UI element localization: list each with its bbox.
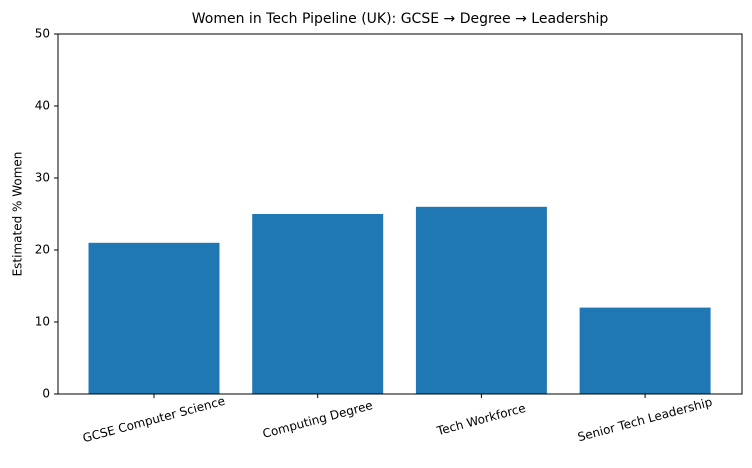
- bar: [88, 242, 220, 394]
- x-tick-label: GCSE Computer Science: [81, 394, 226, 445]
- y-axis-label: Estimated % Women: [11, 152, 25, 277]
- y-tick-label: 50: [35, 27, 50, 41]
- bar: [252, 214, 384, 394]
- bar: [415, 206, 547, 394]
- chart-title: Women in Tech Pipeline (UK): GCSE → Degr…: [192, 11, 609, 27]
- axes-frame: [57, 33, 743, 395]
- x-tick-label: Computing Degree: [261, 398, 374, 441]
- bar: [579, 307, 711, 394]
- y-tick-label: 30: [35, 171, 50, 185]
- y-tick-label: 10: [35, 315, 50, 329]
- y-tick-label: 20: [35, 243, 50, 257]
- x-tick-label: Senior Tech Leadership: [576, 395, 714, 444]
- x-tick-label: Tech Workforce: [434, 401, 527, 438]
- y-tick-label: 0: [42, 387, 50, 401]
- y-tick-label: 40: [35, 99, 50, 113]
